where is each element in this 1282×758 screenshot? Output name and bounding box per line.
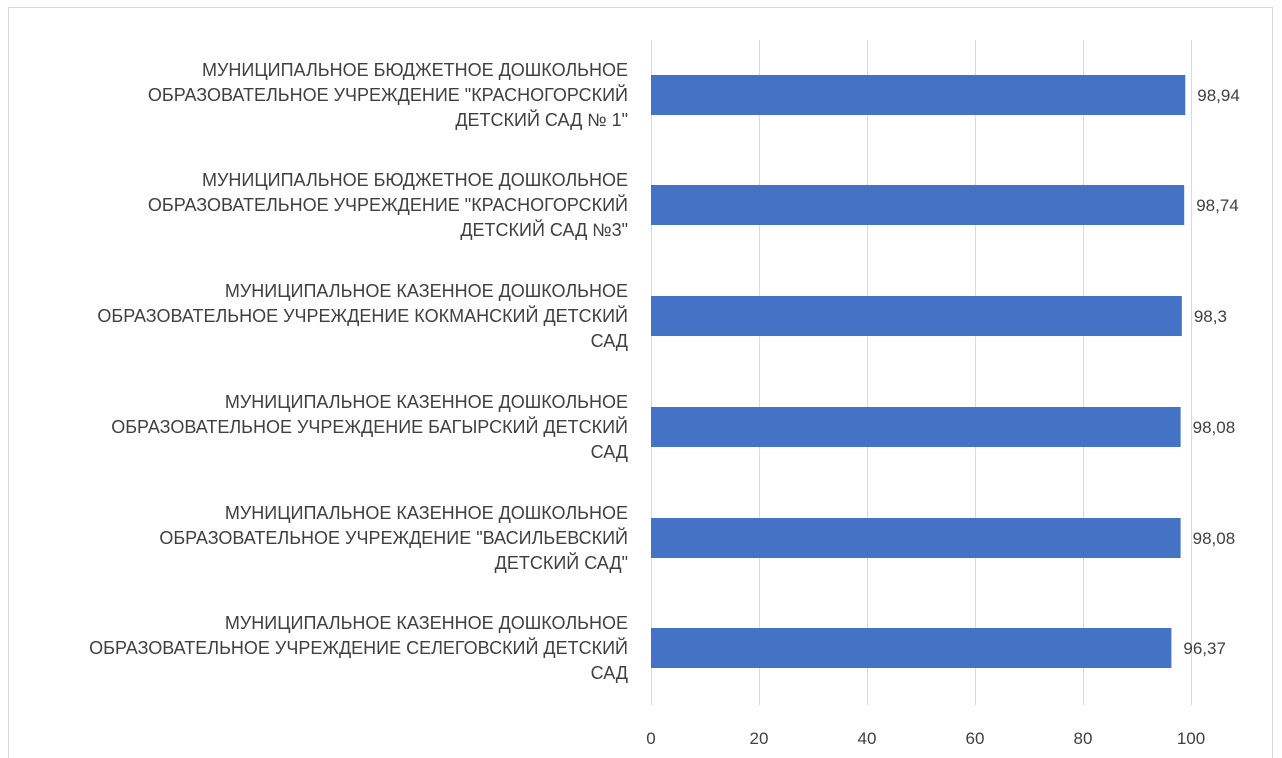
category-label: МУНИЦИПАЛЬНОЕ КАЗЕННОЕ ДОШКОЛЬНОЕ ОБРАЗОВ… [111,392,628,462]
data-label: 98,94 [1197,86,1240,105]
bar [651,407,1181,447]
bar [651,185,1185,225]
category-label-line: МУНИЦИПАЛЬНОЕ БЮДЖЕТНОЕ ДОШКОЛЬНОЕ [202,170,628,190]
category-label: МУНИЦИПАЛЬНОЕ БЮДЖЕТНОЕ ДОШКОЛЬНОЕ ОБРАЗО… [148,170,628,240]
bar [651,296,1182,336]
category-label-line: САД [591,331,628,351]
x-tick-label: 80 [1074,729,1093,748]
data-label: 98,08 [1193,529,1236,548]
x-tick-label: 40 [858,729,877,748]
category-label: МУНИЦИПАЛЬНОЕ БЮДЖЕТНОЕ ДОШКОЛЬНОЕ ОБРАЗО… [148,60,628,130]
category-label-line: ОБРАЗОВАТЕЛЬНОЕ УЧРЕЖДЕНИЕ "ВАСИЛЬЕВСКИЙ [159,527,628,548]
category-label-line: МУНИЦИПАЛЬНОЕ БЮДЖЕТНОЕ ДОШКОЛЬНОЕ [202,60,628,80]
data-label: 98,08 [1193,418,1236,437]
category-label-line: МУНИЦИПАЛЬНОЕ КАЗЕННОЕ ДОШКОЛЬНОЕ [225,613,628,633]
category-label-line: САД [591,663,628,683]
category-label-line: ДЕТСКИЙ САД № 1" [455,109,628,130]
bar [651,518,1181,558]
category-label: МУНИЦИПАЛЬНОЕ КАЗЕННОЕ ДОШКОЛЬНОЕ ОБРАЗОВ… [159,503,628,573]
bar [651,628,1172,668]
category-label: МУНИЦИПАЛЬНОЕ КАЗЕННОЕ ДОШКОЛЬНОЕ ОБРАЗОВ… [97,281,628,351]
category-label-line: МУНИЦИПАЛЬНОЕ КАЗЕННОЕ ДОШКОЛЬНОЕ [225,281,628,301]
data-label: 98,3 [1194,307,1227,326]
x-tick-label: 0 [646,729,655,748]
x-tick-label: 20 [750,729,769,748]
category-label-line: МУНИЦИПАЛЬНОЕ КАЗЕННОЕ ДОШКОЛЬНОЕ [225,392,628,412]
x-tick-label: 60 [966,729,985,748]
category-label-line: ОБРАЗОВАТЕЛЬНОЕ УЧРЕЖДЕНИЕ КОКМАНСКИЙ ДЕ… [97,305,628,326]
bar [651,75,1186,115]
category-label-line: МУНИЦИПАЛЬНОЕ КАЗЕННОЕ ДОШКОЛЬНОЕ [225,503,628,523]
category-label-line: ОБРАЗОВАТЕЛЬНОЕ УЧРЕЖДЕНИЕ БАГЫРСКИЙ ДЕТ… [111,416,628,437]
category-label-line: ДЕТСКИЙ САД" [495,552,628,573]
x-tick-label: 100 [1177,729,1205,748]
data-label: 96,37 [1183,639,1226,658]
category-label-line: ОБРАЗОВАТЕЛЬНОЕ УЧРЕЖДЕНИЕ "КРАСНОГОРСКИ… [148,84,628,105]
category-label: МУНИЦИПАЛЬНОЕ КАЗЕННОЕ ДОШКОЛЬНОЕ ОБРАЗОВ… [89,613,628,683]
category-label-line: САД [591,442,628,462]
category-label-line: ОБРАЗОВАТЕЛЬНОЕ УЧРЕЖДЕНИЕ СЕЛЕГОВСКИЙ Д… [89,637,628,658]
category-label-line: ДЕТСКИЙ САД №3" [460,219,628,240]
data-label: 98,74 [1196,196,1239,215]
category-label-line: ОБРАЗОВАТЕЛЬНОЕ УЧРЕЖДЕНИЕ "КРАСНОГОРСКИ… [148,194,628,215]
